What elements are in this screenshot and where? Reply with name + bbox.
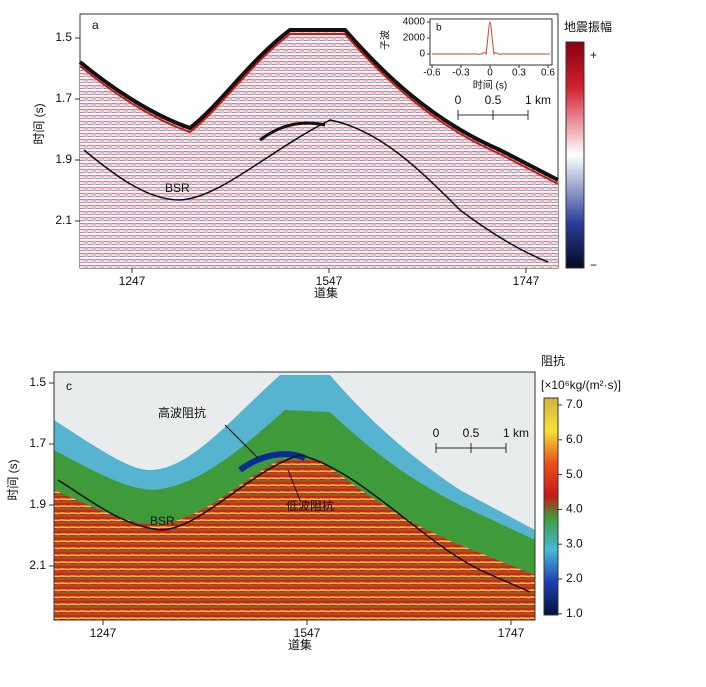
leader: [287, 469, 301, 501]
scale-label: 0: [433, 426, 440, 440]
impedance-low: [54, 460, 535, 620]
panel-a: a BSR 时间 (s) 道集 1.5 1.7 1.9 2.1 1247 1547 1747…: [32, 13, 612, 300]
inset-label: b: [436, 23, 442, 34]
colorbar-tick-label: 4.0: [566, 502, 583, 516]
colorbar-title: 阻抗: [541, 353, 565, 368]
leader: [224, 424, 259, 459]
colorbar-tick-label: 7.0: [566, 397, 583, 411]
annotation: BSR: [150, 514, 175, 528]
y-label: 时间 (s): [6, 459, 20, 500]
annotation: BSR: [165, 181, 190, 195]
inset-y-label: 子波: [379, 30, 392, 50]
y-tick-label: 1.7: [29, 436, 46, 450]
frame-border: [53, 371, 536, 621]
scale-label: 0: [455, 93, 462, 107]
x-tick-label: -0.6: [423, 68, 441, 79]
colorbar-bottom: −: [590, 258, 597, 272]
low-impedance-body: [238, 451, 307, 473]
x-label: 道集: [288, 637, 312, 652]
y-tick-label: 2.1: [55, 213, 72, 227]
colorbar-title: 地震振幅: [564, 19, 612, 34]
x-tick-label: 0.6: [541, 68, 555, 79]
colorbar-tick-label: 2.0: [566, 571, 583, 585]
y-tick-label: 1.5: [29, 375, 46, 389]
wavelet: [432, 21, 550, 56]
x-tick-label: 1747: [513, 274, 540, 288]
colorbar-unit: [×10⁶kg/(m²·s)]: [541, 378, 621, 392]
annotation: 低波阻抗: [286, 498, 334, 513]
seafloor: [78, 28, 559, 182]
x-tick-label: 0: [487, 68, 493, 79]
scale-label: 0.5: [485, 93, 502, 107]
colorbar-tick-label: 3.0: [566, 536, 583, 550]
y-tick-label: 2000: [403, 33, 426, 44]
panel-c: c 高波阻抗 低波阻抗 BSR 时间 (s) 道集 1.5 1.7 1.9 2.1 12…: [6, 353, 621, 652]
scale-label: 0.5: [463, 426, 480, 440]
colorbar: [565, 41, 585, 269]
bsr-line: [57, 454, 531, 593]
inset-x-label: 时间 (s): [473, 79, 507, 92]
panel-label: c: [66, 379, 72, 393]
x-tick-label: 1547: [294, 626, 321, 640]
y-tick-label: 2.1: [29, 558, 46, 572]
x-tick-label: 0.3: [512, 68, 526, 79]
x-tick-label: 1747: [498, 626, 525, 640]
x-tick-label: 1247: [119, 274, 146, 288]
y-tick-label: 1.5: [55, 30, 72, 44]
colorbar-tick-label: 5.0: [566, 467, 583, 481]
colorbar-tick-label: 1.0: [566, 606, 583, 620]
y-label: 时间 (s): [32, 103, 46, 144]
x-tick-label: 1547: [316, 274, 343, 288]
x-tick-label: -0.3: [452, 68, 470, 79]
y-tick-label: 1.9: [29, 497, 46, 511]
seafloor-red: [79, 33, 559, 185]
y-tick-label: 1.9: [55, 152, 72, 166]
panel-label: a: [92, 18, 99, 32]
x-label: 道集: [314, 285, 338, 300]
scale-label: 1 km: [503, 426, 529, 440]
colorbar-tick-label: 6.0: [566, 432, 583, 446]
colorbar: [543, 397, 559, 616]
seismic-image: [80, 30, 558, 268]
bsr-line: [83, 119, 549, 263]
y-tick-label: 4000: [403, 17, 426, 28]
y-tick-label: 1.7: [55, 91, 72, 105]
colorbar-top: +: [590, 48, 597, 62]
annotation: 高波阻抗: [158, 405, 206, 420]
scale-label: 1 km: [525, 93, 551, 107]
x-tick-label: 1247: [90, 626, 117, 640]
reflector: [259, 121, 326, 142]
y-tick-label: 0: [419, 49, 425, 60]
